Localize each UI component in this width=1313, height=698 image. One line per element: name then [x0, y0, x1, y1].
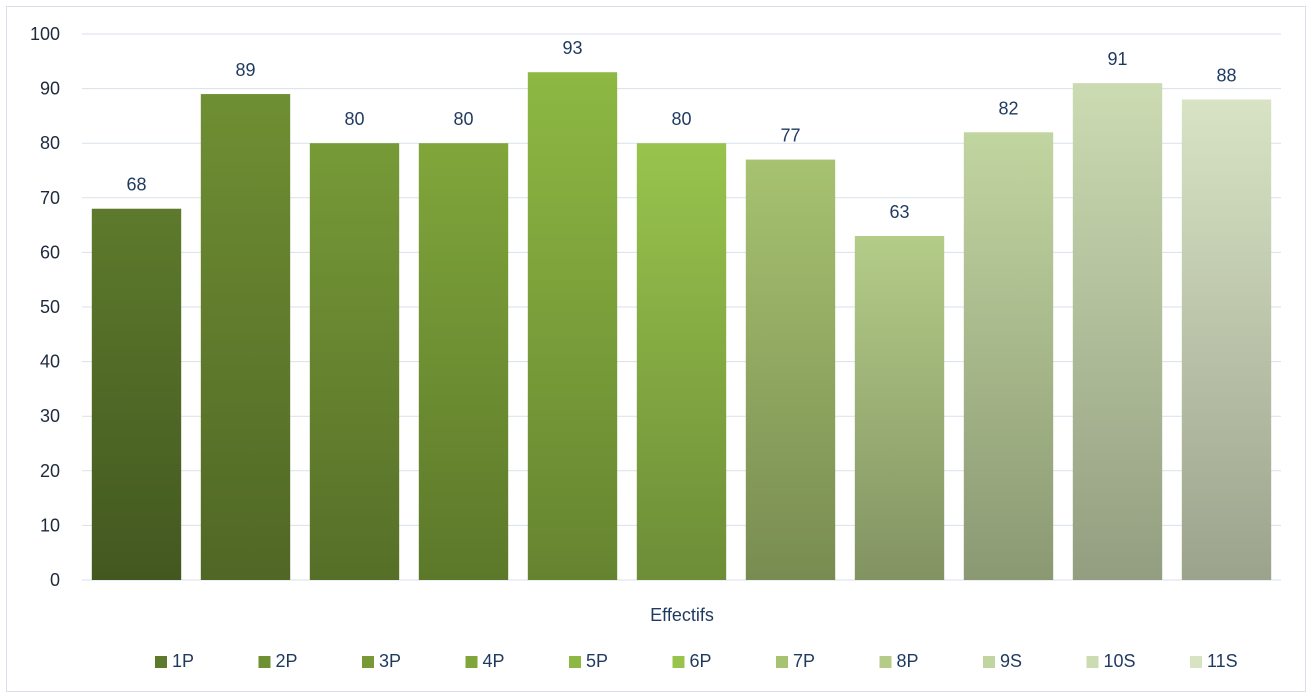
- y-axis-tick-labels: 0 10 20 30 40 50 60 70 80 90 100: [30, 24, 60, 590]
- legend-item-1P[interactable]: 1P: [155, 651, 194, 671]
- legend-label: 3P: [379, 651, 401, 671]
- y-tick-label: 10: [40, 515, 60, 535]
- legend-swatch: [879, 656, 892, 668]
- legend-item-2P[interactable]: 2P: [258, 651, 298, 671]
- bar-7P: [745, 159, 836, 580]
- legend-label: 6P: [690, 651, 712, 671]
- legend[interactable]: 1P 2P 3P 4P 5P 6P 7P 8P 9S 10S 11S: [155, 651, 1238, 671]
- legend-label: 1P: [172, 651, 194, 671]
- legend-item-4P[interactable]: 4P: [465, 651, 505, 671]
- y-tick-label: 90: [40, 79, 60, 99]
- y-tick-label: 30: [40, 406, 60, 426]
- legend-item-9S[interactable]: 9S: [983, 651, 1022, 671]
- y-tick-label: 60: [40, 242, 60, 262]
- bar-8P: [854, 236, 945, 580]
- y-tick-label: 50: [40, 297, 60, 317]
- legend-item-11S[interactable]: 11S: [1190, 651, 1238, 671]
- data-label-3P: 80: [344, 109, 364, 129]
- data-label-11S: 88: [1216, 66, 1236, 86]
- legend-swatch: [258, 656, 271, 668]
- legend-label: 5P: [586, 651, 608, 671]
- legend-swatch: [569, 656, 581, 668]
- legend-swatch: [362, 656, 374, 668]
- data-label-9S: 82: [998, 98, 1018, 118]
- bar-6P: [636, 143, 727, 580]
- legend-swatch: [776, 656, 788, 668]
- data-label-6P: 80: [671, 109, 691, 129]
- legend-label: 2P: [276, 651, 298, 671]
- bar-5P: [527, 72, 618, 580]
- data-label-5P: 93: [562, 38, 582, 58]
- legend-label: 11S: [1207, 651, 1238, 671]
- data-label-8P: 63: [889, 202, 909, 222]
- legend-item-10S[interactable]: 10S: [1086, 651, 1136, 671]
- data-labels: 68 89 80 80 93 80 77 63 82 91 88: [126, 38, 1236, 222]
- legend-item-6P[interactable]: 6P: [672, 651, 712, 671]
- y-tick-label: 80: [40, 133, 60, 153]
- legend-swatch: [465, 656, 478, 668]
- bar-10S: [1072, 83, 1163, 580]
- bars: [91, 72, 1272, 581]
- legend-swatch: [983, 656, 995, 668]
- y-tick-label: 70: [40, 188, 60, 208]
- legend-item-7P[interactable]: 7P: [776, 651, 815, 671]
- y-tick-label: 0: [50, 570, 60, 590]
- legend-item-8P[interactable]: 8P: [879, 651, 919, 671]
- legend-swatch: [1086, 656, 1099, 668]
- legend-swatch: [155, 656, 167, 668]
- legend-label: 10S: [1104, 651, 1136, 671]
- bar-4P: [418, 143, 509, 580]
- legend-label: 7P: [793, 651, 815, 671]
- y-tick-label: 100: [30, 24, 60, 44]
- bar-3P: [309, 143, 400, 580]
- legend-item-5P[interactable]: 5P: [569, 651, 608, 671]
- data-label-2P: 89: [235, 60, 255, 80]
- bar-11S: [1181, 99, 1272, 581]
- data-label-7P: 77: [780, 126, 800, 146]
- legend-item-3P[interactable]: 3P: [362, 651, 401, 671]
- data-label-10S: 91: [1107, 49, 1127, 69]
- data-label-4P: 80: [453, 109, 473, 129]
- bar-1P: [91, 208, 182, 580]
- y-tick-label: 20: [40, 461, 60, 481]
- bar-2P: [200, 94, 291, 580]
- data-label-1P: 68: [126, 175, 146, 195]
- x-axis-title: Effectifs: [650, 605, 714, 625]
- legend-label: 4P: [483, 651, 505, 671]
- legend-swatch: [1190, 656, 1202, 668]
- legend-label: 8P: [897, 651, 919, 671]
- y-tick-label: 40: [40, 352, 60, 372]
- bar-9S: [963, 132, 1054, 580]
- legend-label: 9S: [1000, 651, 1022, 671]
- legend-swatch: [672, 656, 685, 668]
